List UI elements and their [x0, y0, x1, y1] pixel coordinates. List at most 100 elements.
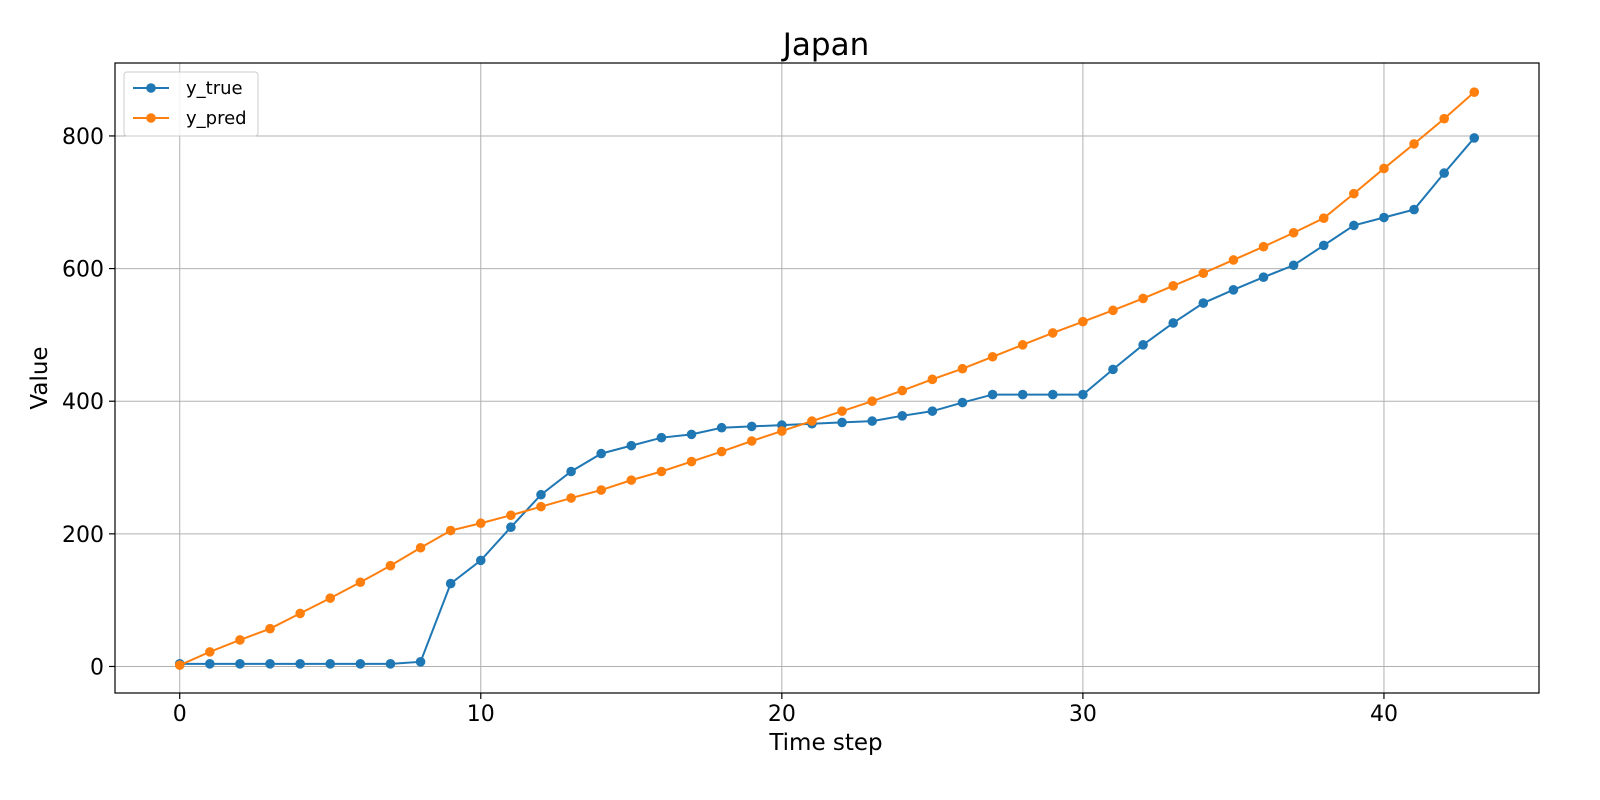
data-point-y_pred — [656, 466, 667, 477]
chart-title: Japan — [781, 27, 869, 63]
y-tick-label: 200 — [62, 523, 104, 548]
data-point-y_true — [1258, 272, 1269, 283]
series-layer — [174, 87, 1480, 670]
data-point-y_true — [1017, 389, 1028, 400]
data-point-y_pred — [1168, 281, 1179, 291]
legend: y_true y_pred — [123, 71, 259, 137]
data-point-y_true — [1198, 298, 1209, 308]
series-line-y_true — [179, 137, 1476, 665]
data-point-y_pred — [415, 542, 426, 553]
data-point-y_pred — [1228, 255, 1239, 265]
grid-lines — [115, 63, 1539, 693]
data-point-y_pred — [295, 608, 305, 619]
data-point-y_true — [1349, 220, 1359, 231]
data-point-y_true — [1168, 318, 1179, 328]
data-point-y_pred — [867, 396, 877, 407]
data-point-y_true — [385, 659, 396, 669]
data-point-y_pred — [1349, 188, 1359, 199]
data-point-y_true — [746, 421, 757, 432]
data-point-y_pred — [506, 510, 516, 521]
data-point-y_true — [957, 397, 968, 408]
y-tick-label: 600 — [62, 258, 104, 283]
data-point-y_pred — [445, 525, 456, 536]
data-point-y_true — [837, 417, 847, 428]
data-point-y_true — [1108, 364, 1118, 375]
x-tick-label: 10 — [467, 702, 495, 727]
data-point-y_pred — [1318, 213, 1329, 223]
data-point-y_true — [897, 411, 908, 421]
data-point-y_pred — [385, 560, 396, 571]
series-y_pred — [174, 87, 1480, 670]
data-point-y_pred — [1138, 293, 1148, 304]
data-point-y_true — [325, 659, 336, 669]
legend-label-y_true: y_true — [186, 78, 243, 99]
data-point-y_pred — [1078, 316, 1088, 327]
data-point-y_true — [205, 659, 215, 669]
data-point-y_true — [1318, 240, 1329, 251]
legend-marker-y_true — [146, 83, 156, 93]
data-point-y_true — [295, 659, 305, 669]
data-point-y_pred — [686, 456, 697, 467]
y-tick-label: 0 — [90, 655, 104, 680]
data-point-y_pred — [1198, 268, 1209, 279]
data-point-y_pred — [1017, 340, 1028, 350]
data-point-y_pred — [987, 351, 998, 362]
data-point-y_pred — [265, 623, 275, 634]
data-point-y_pred — [746, 436, 757, 446]
data-point-y_pred — [1258, 241, 1269, 252]
data-point-y_pred — [626, 475, 637, 485]
data-point-y_true — [1138, 340, 1148, 350]
series-line-y_pred — [179, 91, 1475, 667]
data-point-y_true — [1288, 260, 1299, 271]
data-point-y_true — [867, 416, 877, 426]
x-axis-label: Time step — [768, 730, 882, 756]
data-point-y_true — [1469, 133, 1480, 143]
data-point-y_true — [927, 406, 938, 416]
data-point-y_pred — [777, 426, 787, 436]
data-point-y_pred — [536, 501, 546, 512]
data-point-y_true — [686, 429, 697, 440]
x-tick-label: 30 — [1069, 702, 1097, 727]
data-point-y_pred — [807, 416, 817, 426]
data-point-y_true — [475, 555, 486, 566]
data-point-y_true — [716, 422, 727, 433]
data-point-y_pred — [325, 593, 336, 603]
data-point-y_true — [265, 659, 275, 669]
data-point-y_true — [1379, 212, 1389, 223]
data-point-y_true — [626, 440, 637, 451]
data-point-y_pred — [897, 385, 908, 396]
legend-label-y_pred: y_pred — [186, 108, 247, 129]
x-tick-label: 0 — [173, 702, 187, 727]
data-point-y_pred — [1469, 87, 1480, 97]
data-point-y_true — [235, 659, 245, 669]
legend-marker-y_pred — [146, 113, 156, 123]
data-point-y_pred — [475, 518, 486, 529]
y-axis-label: Value — [27, 346, 53, 409]
data-point-y_pred — [957, 363, 968, 374]
y-tick-label: 800 — [62, 125, 104, 150]
data-point-y_pred — [1409, 139, 1419, 149]
data-point-y_true — [355, 659, 366, 669]
x-tick-label: 40 — [1370, 702, 1398, 727]
data-point-y_true — [1228, 285, 1239, 295]
data-point-y_pred — [927, 374, 938, 385]
data-point-y_pred — [1047, 328, 1058, 338]
data-point-y_true — [536, 489, 546, 500]
data-point-y_true — [506, 522, 516, 533]
data-point-y_true — [987, 389, 998, 400]
data-point-y_pred — [837, 406, 847, 416]
data-point-y_pred — [596, 485, 607, 495]
x-tick-label: 20 — [768, 702, 796, 727]
data-point-y_pred — [174, 660, 185, 670]
data-point-y_true — [445, 578, 456, 589]
data-point-y_pred — [716, 446, 727, 457]
plot-area-frame — [114, 62, 1540, 694]
data-point-y_pred — [566, 493, 576, 503]
data-point-y_pred — [1288, 227, 1299, 238]
data-point-y_true — [656, 432, 667, 443]
data-point-y_pred — [1379, 163, 1389, 174]
data-point-y_pred — [235, 635, 245, 645]
data-point-y_true — [1078, 389, 1088, 400]
